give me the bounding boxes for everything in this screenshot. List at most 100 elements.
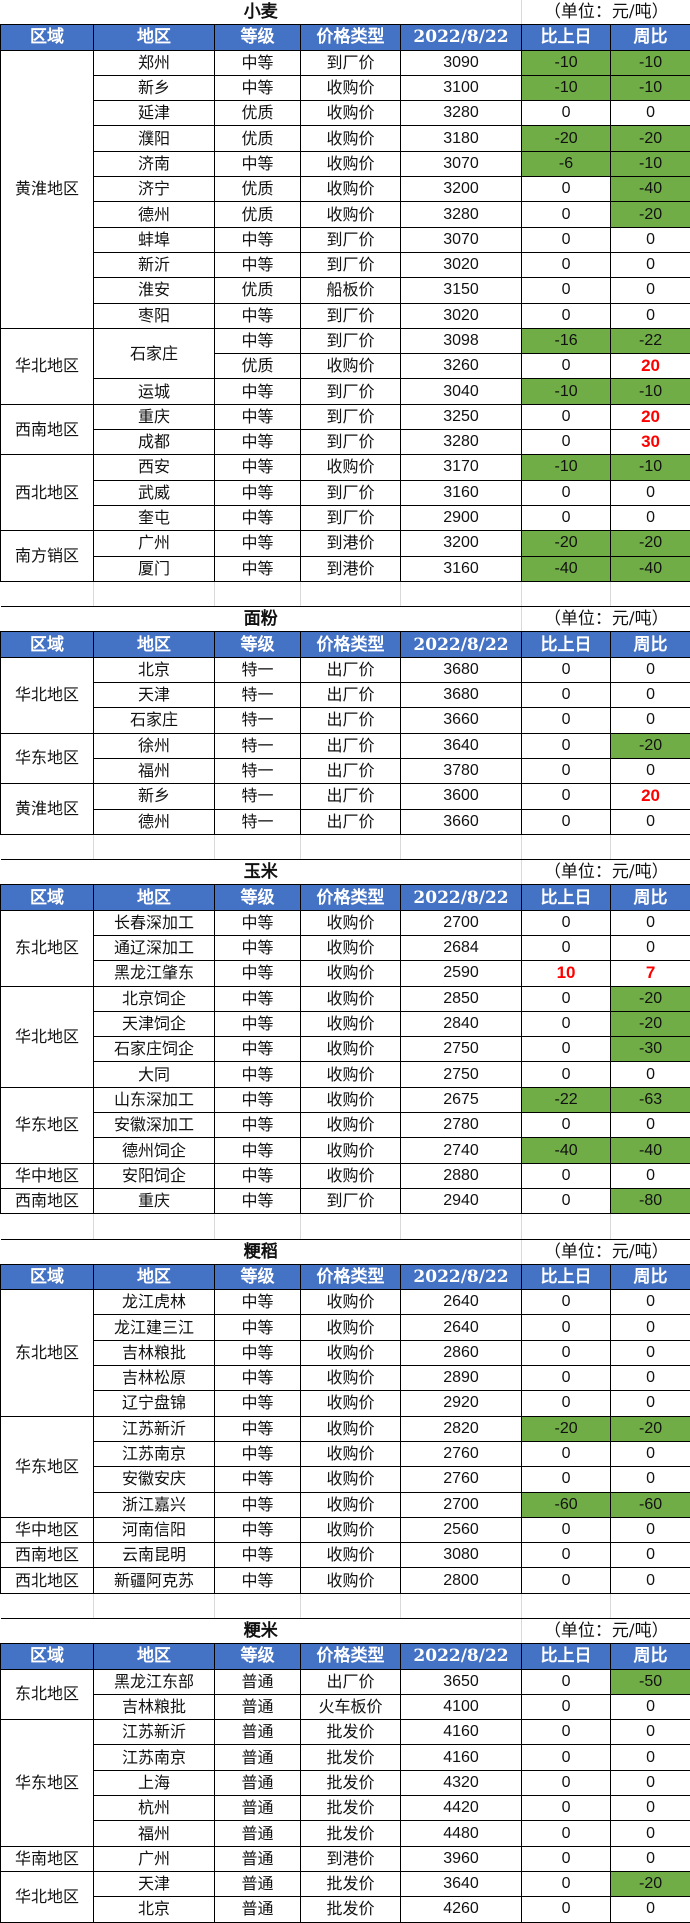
grade-cell: 优质 <box>215 354 301 379</box>
week-change-cell: 0 <box>611 252 690 277</box>
grade-cell: 普通 <box>215 1821 301 1846</box>
price-type-cell: 到港价 <box>301 556 401 581</box>
area-cell: 山东深加工 <box>94 1087 215 1112</box>
grade-cell: 中等 <box>215 328 301 353</box>
price-cell: 3660 <box>401 809 522 834</box>
unit-label: （单位：元/吨） <box>522 607 690 632</box>
empty-cell <box>611 1214 690 1239</box>
week-change-cell: -20 <box>611 1416 690 1441</box>
day-change-cell: 0 <box>522 354 611 379</box>
column-header: 区域 <box>1 885 94 910</box>
price-type-cell: 到厂价 <box>301 1188 401 1213</box>
grade-cell: 普通 <box>215 1796 301 1821</box>
week-change-cell: -10 <box>611 455 690 480</box>
area-cell: 北京 <box>94 1897 215 1922</box>
price-type-cell: 收购价 <box>301 1062 401 1087</box>
day-change-cell: 0 <box>522 1517 611 1542</box>
price-type-cell: 到厂价 <box>301 430 401 455</box>
price-cell: 2780 <box>401 1113 522 1138</box>
week-change-cell: -30 <box>611 1037 690 1062</box>
area-cell: 石家庄 <box>94 328 215 379</box>
grade-cell: 中等 <box>215 505 301 530</box>
price-type-cell: 收购价 <box>301 1467 401 1492</box>
region-cell: 黄淮地区 <box>1 50 94 328</box>
area-cell: 北京饲企 <box>94 986 215 1011</box>
price-type-cell: 到厂价 <box>301 328 401 353</box>
area-cell: 运城 <box>94 379 215 404</box>
column-header: 价格类型 <box>301 632 401 657</box>
empty-cell <box>522 581 611 606</box>
empty-cell <box>94 834 215 859</box>
price-type-cell: 收购价 <box>301 910 401 935</box>
week-change-cell: 0 <box>611 101 690 126</box>
week-change-cell: -20 <box>611 126 690 151</box>
day-change-cell: -16 <box>522 328 611 353</box>
week-change-cell: 20 <box>611 354 690 379</box>
empty-cell <box>401 1593 522 1618</box>
day-change-cell: 0 <box>522 1315 611 1340</box>
area-cell: 济南 <box>94 151 215 176</box>
section-title: 粳米 <box>1 1619 522 1644</box>
price-type-cell: 到厂价 <box>301 227 401 252</box>
week-change-cell: -20 <box>611 986 690 1011</box>
grade-cell: 普通 <box>215 1694 301 1719</box>
grade-cell: 中等 <box>215 1062 301 1087</box>
empty-cell <box>1 1593 94 1618</box>
day-change-cell: 0 <box>522 733 611 758</box>
spacer-row <box>1 1593 690 1618</box>
week-change-cell: 0 <box>611 1694 690 1719</box>
column-header: 比上日 <box>522 1264 611 1289</box>
section-title-row: 粳稻（单位：元/吨） <box>1 1239 690 1264</box>
grade-cell: 中等 <box>215 935 301 960</box>
area-cell: 重庆 <box>94 1188 215 1213</box>
price-type-cell: 收购价 <box>301 1492 401 1517</box>
region-cell: 西北地区 <box>1 1568 94 1593</box>
area-cell: 龙江虎林 <box>94 1290 215 1315</box>
price-type-cell: 收购价 <box>301 354 401 379</box>
unit-label: （单位：元/吨） <box>522 1619 690 1644</box>
empty-cell <box>215 834 301 859</box>
column-header: 价格类型 <box>301 1264 401 1289</box>
price-cell: 2700 <box>401 910 522 935</box>
grade-cell: 中等 <box>215 227 301 252</box>
day-change-cell: -40 <box>522 556 611 581</box>
day-change-cell: 0 <box>522 1720 611 1745</box>
grade-cell: 特一 <box>215 733 301 758</box>
price-type-cell: 出厂价 <box>301 683 401 708</box>
price-cell: 2890 <box>401 1366 522 1391</box>
unit-label: （单位：元/吨） <box>522 1239 690 1264</box>
grade-cell: 普通 <box>215 1745 301 1770</box>
grade-cell: 中等 <box>215 961 301 986</box>
week-change-cell: 0 <box>611 683 690 708</box>
column-header: 等级 <box>215 885 301 910</box>
price-type-cell: 收购价 <box>301 1037 401 1062</box>
price-type-cell: 出厂价 <box>301 657 401 682</box>
grade-cell: 普通 <box>215 1897 301 1922</box>
day-change-cell: 0 <box>522 1796 611 1821</box>
price-cell: 3660 <box>401 708 522 733</box>
week-change-cell: 0 <box>611 1340 690 1365</box>
column-header: 周比 <box>611 25 690 50</box>
area-cell: 吉林松原 <box>94 1366 215 1391</box>
column-header: 地区 <box>94 25 215 50</box>
price-type-cell: 出厂价 <box>301 1669 401 1694</box>
week-change-cell: 0 <box>611 1467 690 1492</box>
day-change-cell: 0 <box>522 1163 611 1188</box>
empty-cell <box>522 1593 611 1618</box>
